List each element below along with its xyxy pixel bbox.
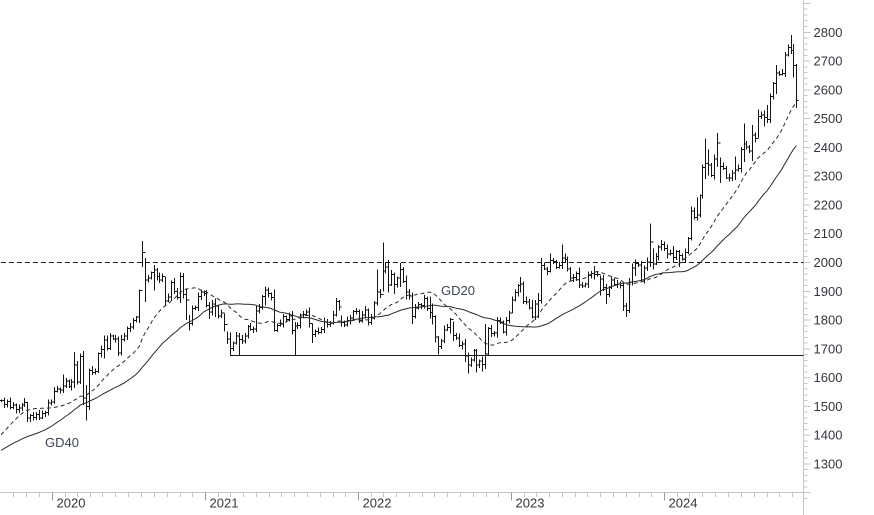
svg-text:1900: 1900	[814, 284, 843, 299]
y-axis-major-ticks	[803, 3, 811, 494]
svg-text:2600: 2600	[814, 82, 843, 97]
svg-text:2300: 2300	[814, 169, 843, 184]
svg-text:2022: 2022	[363, 496, 392, 511]
x-axis-year-ticks	[52, 492, 665, 501]
x-axis-labels: 2020 2021 2022 2023 2024	[57, 496, 698, 511]
moving-average-lines	[0, 102, 797, 451]
svg-text:1800: 1800	[814, 313, 843, 328]
y-axis-minor-ticks	[803, 8, 808, 499]
gd20-line-label: GD20	[441, 283, 475, 298]
gd40-line-label: GD40	[45, 435, 79, 450]
svg-text:1400: 1400	[814, 428, 843, 443]
svg-text:2800: 2800	[814, 25, 843, 40]
svg-text:1600: 1600	[814, 370, 843, 385]
svg-text:2400: 2400	[814, 140, 843, 155]
svg-text:2021: 2021	[210, 496, 239, 511]
svg-text:2200: 2200	[814, 197, 843, 212]
gd20-ma-line	[0, 102, 797, 436]
y-axis-labels: 1300 1400 1500 1600 1700 1800 1900 2000 2100 2200…	[814, 25, 843, 472]
svg-text:2500: 2500	[814, 111, 843, 126]
axis-frame	[0, 0, 811, 515]
svg-text:2023: 2023	[516, 496, 545, 511]
x-axis-month-ticks	[13, 492, 793, 497]
svg-text:1500: 1500	[814, 399, 843, 414]
level-lines	[1, 262, 804, 357]
svg-text:2000: 2000	[814, 255, 843, 270]
svg-text:2024: 2024	[669, 496, 698, 511]
svg-text:1300: 1300	[814, 457, 843, 472]
svg-text:2700: 2700	[814, 54, 843, 69]
svg-text:1700: 1700	[814, 341, 843, 356]
gd40-ma-line	[0, 145, 797, 451]
svg-text:2100: 2100	[814, 226, 843, 241]
svg-text:2020: 2020	[57, 496, 86, 511]
